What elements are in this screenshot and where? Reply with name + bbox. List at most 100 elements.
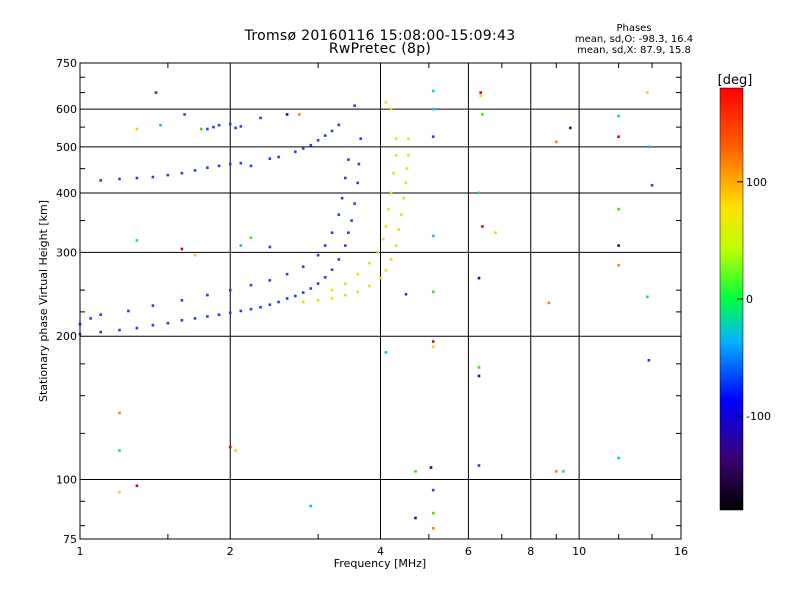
phase-stats-x-mode: mean, sd,X: 87.9, 15.8 xyxy=(577,45,691,56)
data-point xyxy=(617,135,620,138)
chart-subtitle: RwPretec (8p) xyxy=(328,41,432,57)
data-point xyxy=(356,181,359,185)
data-point xyxy=(268,279,272,282)
x-tick-label: 4 xyxy=(377,545,384,558)
data-point xyxy=(239,244,243,247)
y-tick-label: 100 xyxy=(56,474,77,487)
colorbar-tick-label: 100 xyxy=(746,176,767,189)
data-point xyxy=(431,527,435,530)
data-point xyxy=(402,196,405,200)
data-point xyxy=(479,91,482,94)
series-scattered-echoes xyxy=(118,89,654,530)
data-point xyxy=(384,101,388,104)
data-point xyxy=(268,303,272,306)
data-point xyxy=(323,244,327,247)
data-point xyxy=(477,366,481,369)
data-point xyxy=(135,176,139,180)
data-point xyxy=(154,91,158,94)
data-point xyxy=(285,272,289,276)
data-point xyxy=(477,276,481,280)
data-point xyxy=(347,231,350,234)
data-point xyxy=(368,284,371,288)
y-tick-label: 400 xyxy=(56,187,77,200)
data-point xyxy=(249,164,253,168)
data-point xyxy=(193,169,197,172)
data-point xyxy=(647,359,651,362)
data-point xyxy=(239,309,243,313)
x-tick-label: 10 xyxy=(572,545,586,558)
series-o-mode-trace xyxy=(78,104,362,336)
data-point xyxy=(89,317,92,320)
data-point xyxy=(481,225,484,228)
data-point xyxy=(234,449,237,452)
data-point xyxy=(330,231,334,234)
data-point xyxy=(330,268,334,271)
chart-title: Tromsø 20160116 15:08:00-15:09:43 xyxy=(244,28,516,44)
data-point xyxy=(431,488,435,492)
data-point xyxy=(323,134,327,137)
data-point xyxy=(118,177,121,181)
data-point xyxy=(212,125,215,129)
data-point xyxy=(217,123,221,127)
y-tick-label: 500 xyxy=(56,141,77,154)
data-point xyxy=(228,288,232,292)
phase-stats-heading: Phases xyxy=(616,23,652,34)
data-point xyxy=(431,107,435,111)
x-tick-label: 1 xyxy=(77,545,84,558)
data-point xyxy=(392,171,395,175)
data-point xyxy=(309,287,313,290)
data-point xyxy=(356,290,359,294)
data-point xyxy=(249,283,253,287)
data-point xyxy=(562,470,565,473)
data-point xyxy=(481,113,484,116)
data-point xyxy=(316,282,320,285)
data-point xyxy=(404,181,408,185)
colorbar-tick-label: 0 xyxy=(746,293,753,306)
data-point xyxy=(159,123,162,127)
x-axis-label: Frequency [MHz] xyxy=(334,557,426,570)
data-point xyxy=(206,166,209,169)
data-point xyxy=(617,263,620,267)
data-point xyxy=(239,161,243,165)
data-point xyxy=(323,276,327,279)
data-point xyxy=(239,125,243,128)
data-point xyxy=(494,231,497,234)
axis-ticks: 1 2 4 6 8 10 16 75 100 200 300 400 500 600 750 xyxy=(56,57,688,558)
data-point xyxy=(379,276,382,280)
x-tick-label: 8 xyxy=(527,545,534,558)
data-point xyxy=(384,351,388,354)
data-point xyxy=(376,251,380,254)
data-point xyxy=(301,147,305,150)
data-point xyxy=(118,449,121,452)
data-point xyxy=(234,126,237,130)
data-point xyxy=(301,300,305,304)
data-point xyxy=(135,484,139,488)
data-point xyxy=(344,176,347,180)
data-point xyxy=(387,207,390,211)
data-point xyxy=(135,239,139,242)
data-point xyxy=(285,113,289,116)
y-tick-label: 75 xyxy=(63,533,77,546)
data-point xyxy=(151,304,155,307)
data-point xyxy=(555,140,558,144)
data-point xyxy=(166,173,170,177)
data-point xyxy=(617,207,620,211)
data-point xyxy=(180,319,184,322)
data-point xyxy=(356,272,359,276)
data-point xyxy=(353,104,356,107)
data-point xyxy=(381,237,385,241)
data-point xyxy=(330,297,334,300)
data-point xyxy=(309,504,313,508)
data-point xyxy=(249,236,253,240)
data-point xyxy=(431,89,435,93)
data-point xyxy=(298,113,301,116)
data-point xyxy=(389,191,393,195)
data-point xyxy=(384,269,388,272)
data-point xyxy=(337,258,341,261)
data-point xyxy=(617,114,620,118)
data-point xyxy=(407,137,410,140)
data-point xyxy=(414,470,417,473)
data-point xyxy=(193,317,197,320)
data-point xyxy=(135,127,139,131)
x-tick-label: 16 xyxy=(674,545,688,558)
